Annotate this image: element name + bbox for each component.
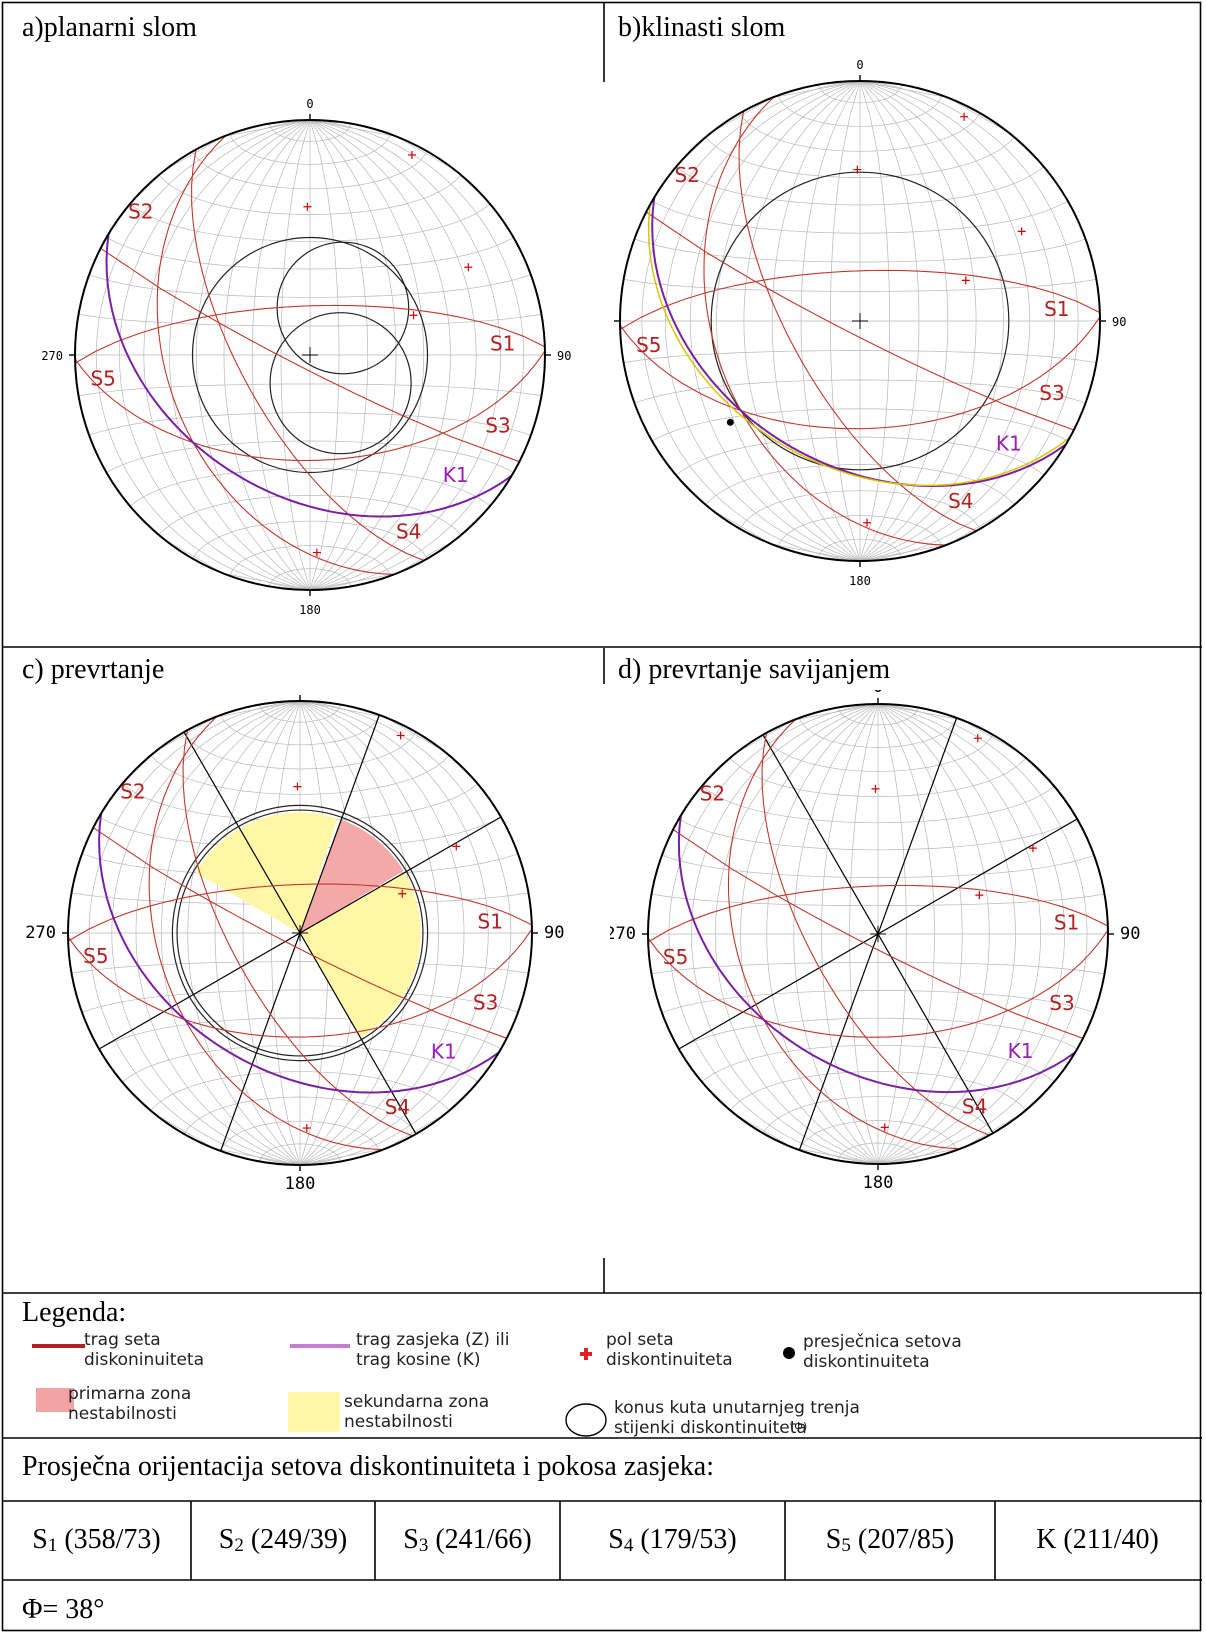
label-s1: S1: [1044, 297, 1069, 321]
tick-label-90: 90: [1120, 924, 1140, 944]
legend-slope-trace-label: trag zasjeka (Z) ili trag kosine (K): [356, 1330, 510, 1370]
pole-icon: [578, 1346, 594, 1362]
secondary-zone-swatch: [288, 1392, 340, 1432]
label-k: K1: [1008, 1039, 1034, 1063]
orientation-cell-s4: S4 (179/53): [560, 1524, 785, 1562]
tick-label-270: 270: [25, 923, 56, 943]
orientation-cell-k: K (211/40): [995, 1524, 1200, 1562]
label-s2: S2: [120, 779, 145, 803]
tick-label-90: 90: [544, 923, 564, 943]
panel-c-title: c) prevrtanje: [22, 654, 164, 686]
label-s1: S1: [1054, 910, 1079, 934]
panel-a-title: a)planarni slom: [22, 12, 197, 44]
legend-set-trace-label: trag seta diskoninuiteta: [84, 1330, 204, 1370]
slope-trace-swatch: [288, 1340, 358, 1352]
label-s4: S4: [385, 1095, 410, 1119]
orientation-cell-s1: S1 (358/73): [2, 1524, 191, 1562]
tick-label-180: 180: [863, 1173, 894, 1193]
legend-primary-zone-label: primarna zona nestabilnosti: [68, 1384, 191, 1424]
tick-label-270: 270: [610, 924, 636, 944]
label-s3: S3: [1039, 381, 1064, 405]
panel-b-title: b)klinasti slom: [618, 12, 785, 44]
label-s3: S3: [1049, 991, 1074, 1015]
label-k: K1: [443, 463, 469, 487]
label-s4: S4: [396, 519, 421, 543]
label-s2: S2: [700, 782, 725, 806]
label-s5: S5: [663, 945, 688, 969]
tick-label-0: 0: [295, 690, 305, 694]
tick-label-90: 90: [557, 349, 571, 363]
tick-label-180: 180: [849, 574, 871, 588]
orientation-summary: Prosječna orijentacija setova diskontinu…: [22, 1451, 714, 1483]
intersection-point: [727, 419, 734, 426]
label-s4: S4: [962, 1094, 987, 1118]
orientation-cell-s3: S3 (241/66): [375, 1524, 560, 1562]
stereonet-a: 0 90 180 270 S1 S2 S3 S4 S5 K1: [40, 90, 600, 650]
label-s2: S2: [674, 163, 699, 187]
friction-angle: Φ= 38°: [22, 1594, 104, 1626]
label-s5: S5: [90, 367, 115, 391]
panel-d-title: d) prevrtanje savijanjem: [618, 654, 890, 686]
legend-secondary-zone-label: sekundarna zona nestabilnosti: [344, 1392, 489, 1432]
tick-label-180: 180: [299, 603, 321, 617]
friction-cone-symbol: (Φ): [790, 1420, 807, 1433]
tick-label-0: 0: [306, 97, 313, 111]
stereonet-c: 0 90 180 270 S1 S2 S3 S4 S5 K1: [20, 690, 600, 1250]
label-k: K1: [996, 432, 1022, 456]
label-s3: S3: [485, 414, 510, 438]
legend-intersection-label: presječnica setova diskontinuiteta: [803, 1332, 962, 1372]
intersection-dot-icon: [782, 1346, 796, 1360]
label-s4: S4: [948, 489, 973, 513]
stereonet-d: 0 90 180 270 S1 S2 S3 S4 S5 K1: [610, 690, 1200, 1250]
legend-title: Legenda:: [22, 1297, 126, 1329]
tick-label-270: 270: [41, 349, 63, 363]
label-s5: S5: [636, 333, 661, 357]
label-s3: S3: [473, 991, 498, 1015]
label-s1: S1: [478, 909, 503, 933]
tick-label-90: 90: [1112, 315, 1126, 329]
tick-label-180: 180: [285, 1174, 316, 1194]
orientation-cell-s5: S5 (207/85): [785, 1524, 995, 1562]
tick-label-0: 0: [873, 690, 883, 697]
label-s1: S1: [490, 331, 515, 355]
legend-friction-cone-label: konus kuta unutarnjeg trenja stijenki di…: [614, 1398, 860, 1438]
friction-cone-icon: [564, 1402, 608, 1438]
set-trace-swatch: [30, 1340, 90, 1352]
legend-pole-label: pol seta diskontinuiteta: [606, 1330, 733, 1370]
orientation-cell-s2: S2 (249/39): [191, 1524, 375, 1562]
label-s2: S2: [128, 200, 153, 224]
label-k: K1: [431, 1039, 457, 1063]
tick-label-0: 0: [856, 58, 863, 72]
label-s5: S5: [83, 944, 108, 968]
